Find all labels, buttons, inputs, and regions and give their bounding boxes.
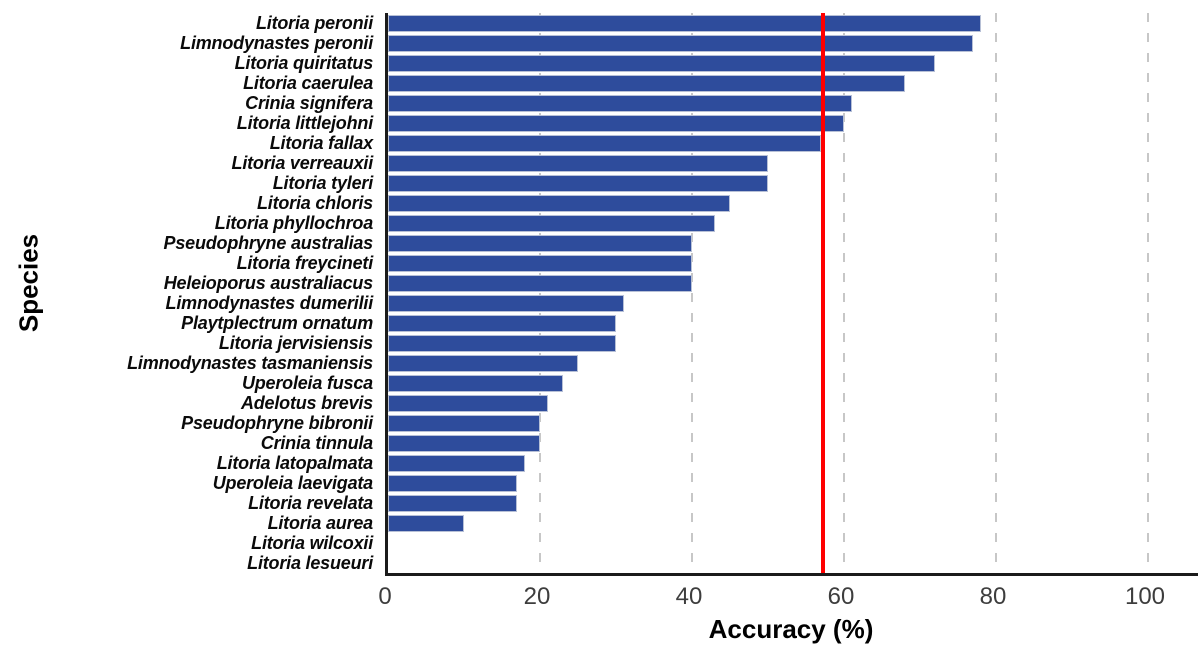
bar bbox=[388, 454, 525, 472]
bar bbox=[388, 334, 616, 352]
reference-line bbox=[820, 13, 825, 573]
bar bbox=[388, 14, 981, 32]
category-label: Limnodynastes dumerilii bbox=[165, 292, 374, 313]
category-label: Crinia signifera bbox=[245, 92, 373, 113]
category-label: Playtplectrum ornatum bbox=[181, 312, 373, 333]
bar bbox=[388, 474, 518, 492]
gridline-20 bbox=[539, 13, 541, 573]
category-label: Litoria freycineti bbox=[236, 252, 374, 273]
bar bbox=[388, 94, 852, 112]
category-label: Litoria lesueuri bbox=[247, 552, 373, 573]
bar bbox=[388, 194, 730, 212]
category-label: Litoria verreauxii bbox=[231, 152, 374, 173]
category-label: Litoria phyllochroa bbox=[214, 212, 373, 233]
gridline-100 bbox=[1147, 13, 1149, 573]
category-label: Crinia tinnula bbox=[260, 432, 373, 453]
bar bbox=[388, 394, 548, 412]
category-label: Litoria jervisiensis bbox=[218, 332, 373, 353]
category-label: Litoria aurea bbox=[267, 512, 374, 533]
gridline-80 bbox=[995, 13, 997, 573]
category-label: Adelotus brevis bbox=[240, 392, 373, 413]
x-tick-label-20: 20 bbox=[523, 583, 551, 610]
category-label: Litoria chloris bbox=[256, 192, 373, 213]
bar bbox=[388, 234, 692, 252]
x-tick-label-60: 60 bbox=[827, 583, 855, 610]
category-label: Litoria quiritatus bbox=[234, 52, 374, 73]
gridline-40 bbox=[691, 13, 693, 573]
bar bbox=[388, 134, 822, 152]
category-label: Uperoleia laevigata bbox=[212, 472, 373, 493]
category-label: Limnodynastes tasmaniensis bbox=[127, 352, 373, 373]
bar bbox=[388, 74, 905, 92]
bar bbox=[388, 114, 844, 132]
bar bbox=[388, 514, 464, 532]
plot-area bbox=[385, 13, 1198, 576]
bar bbox=[388, 374, 563, 392]
category-label: Pseudophryne australias bbox=[163, 232, 374, 253]
category-label: Litoria wilcoxii bbox=[251, 532, 373, 553]
category-label: Limnodynastes peronii bbox=[180, 32, 373, 53]
bar bbox=[388, 54, 936, 72]
x-tick-label-80: 80 bbox=[979, 583, 1007, 610]
category-label: Litoria latopalmata bbox=[216, 452, 373, 473]
bar bbox=[388, 294, 624, 312]
bar bbox=[388, 354, 578, 372]
x-tick-label-100: 100 bbox=[1124, 583, 1166, 610]
category-label: Pseudophryne bibronii bbox=[181, 412, 373, 433]
bar bbox=[388, 494, 518, 512]
gridline-60 bbox=[843, 13, 845, 573]
bar bbox=[388, 274, 692, 292]
bar bbox=[388, 34, 974, 52]
x-axis-title: Accuracy (%) bbox=[708, 614, 874, 644]
category-label: Litoria revelata bbox=[248, 492, 373, 513]
bar bbox=[388, 154, 768, 172]
bar bbox=[388, 434, 540, 452]
bar bbox=[388, 314, 616, 332]
x-tick-label-0: 0 bbox=[378, 583, 392, 610]
category-label: Heleioporus australiacus bbox=[163, 272, 373, 293]
category-label: Litoria fallax bbox=[269, 132, 373, 153]
bar bbox=[388, 414, 540, 432]
bar bbox=[388, 254, 692, 272]
bar bbox=[388, 174, 768, 192]
category-label: Litoria littlejohni bbox=[236, 112, 373, 133]
category-label: Litoria tyleri bbox=[272, 172, 373, 193]
category-label: Litoria caerulea bbox=[243, 72, 373, 93]
x-tick-label-40: 40 bbox=[675, 583, 703, 610]
bar bbox=[388, 214, 715, 232]
category-label: Litoria peronii bbox=[255, 12, 373, 33]
category-label: Uperoleia fusca bbox=[241, 372, 373, 393]
